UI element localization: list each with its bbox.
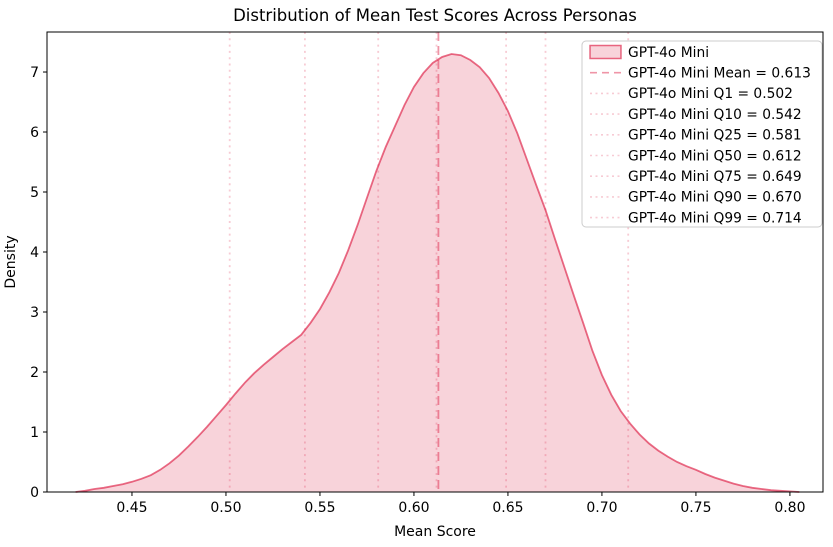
y-tick-label: 3 [30,305,39,321]
chart-title: Distribution of Mean Test Scores Across … [233,6,637,25]
y-tick-label: 4 [30,245,39,261]
x-tick-label: 0.55 [304,500,335,516]
kde-fill [75,54,800,492]
y-axis-label: Density [3,235,19,288]
legend-patch-swatch [589,44,622,60]
legend-item-label: GPT-4o Mini Mean = 0.613 [628,66,811,82]
density-curve-layer [75,53,800,493]
legend-item-label: GPT-4o Mini [628,45,709,61]
legend-item-label: GPT-4o Mini Q50 = 0.612 [628,148,802,164]
y-tick-label: 6 [30,125,39,141]
x-tick-label: 0.60 [398,500,429,516]
legend-item-label: GPT-4o Mini Q99 = 0.714 [628,210,802,226]
y-tick-label: 7 [30,65,39,81]
legend-item-label: GPT-4o Mini Q90 = 0.670 [628,190,802,206]
legend: GPT-4o Mini GPT-4o Mini Mean = 0.613 GPT-4… [581,40,823,228]
axes-layer: 0.45 0.50 0.55 0.60 0.65 0.70 0.75 0.80 0 1 2 3 4 5 6 7 [30,31,824,516]
legend-item-label: GPT-4o Mini Q10 = 0.542 [628,107,802,123]
legend-box [581,40,823,228]
x-tick-label: 0.45 [116,500,147,516]
axes-frame [46,31,824,493]
x-tick-label: 0.80 [774,500,805,516]
legend-item-label: GPT-4o Mini Q75 = 0.649 [628,169,802,185]
y-tick-label: 2 [30,365,39,381]
legend-item-label: GPT-4o Mini Q25 = 0.581 [628,128,802,144]
x-tick-label: 0.75 [680,500,711,516]
y-tick-label: 1 [30,425,39,441]
y-tick-label: 5 [30,185,39,201]
legend-item-label: GPT-4o Mini Q1 = 0.502 [628,86,793,102]
kde-line [75,53,800,493]
x-tick-label: 0.50 [210,500,241,516]
x-axis-label: Mean Score [394,524,476,540]
x-tick-label: 0.70 [586,500,617,516]
y-tick-label: 0 [30,485,39,501]
x-tick-label: 0.65 [492,500,523,516]
